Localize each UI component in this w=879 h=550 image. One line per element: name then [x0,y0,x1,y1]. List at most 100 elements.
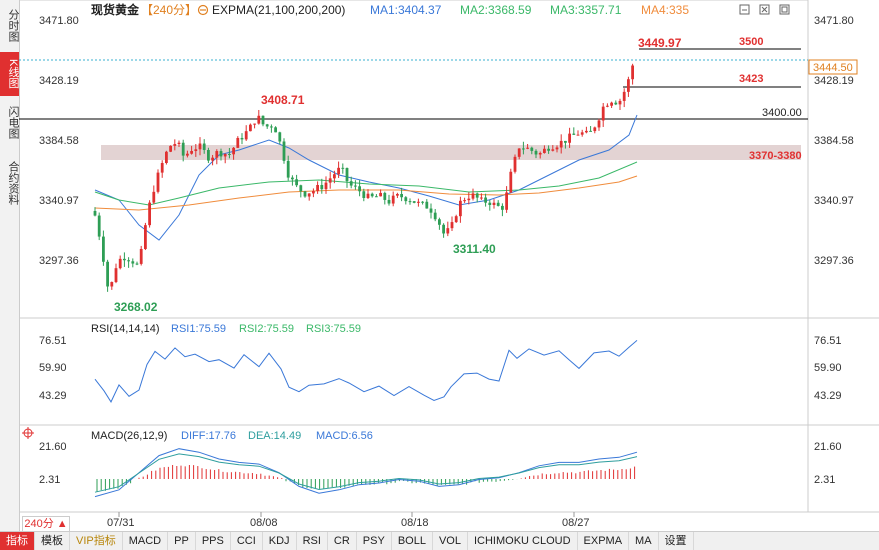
candle-body [568,133,571,143]
date-label: 08/27 [562,517,590,529]
restore-icon[interactable] [759,4,770,15]
date-label: 08/18 [401,517,429,529]
candle-body [593,127,597,132]
macd-tick: 2.31 [814,474,835,486]
bottom-tab[interactable]: VIP指标 [70,532,123,550]
candle-body [219,151,223,157]
bottom-tab[interactable]: 设置 [659,532,694,550]
candlesticks [93,63,634,292]
candle-body [463,200,466,202]
ma4-value: MA4:335 [641,3,689,17]
candle-body [131,261,135,264]
macd-value: MACD:6.56 [316,430,373,442]
bottom-tab[interactable]: CR [328,532,357,550]
level-3423-label: 3423 [739,73,763,85]
chart-area[interactable]: 现货黄金 【240分】 EXPMA(21,100,200,200) MA1:34… [18,0,879,530]
price-tick: 3297.36 [39,255,79,267]
candle-body [433,212,437,220]
candle-body [316,184,319,192]
bottom-tab[interactable]: BOLL [392,532,433,550]
date-label: 08/08 [250,517,278,529]
current-price-value: 3444.50 [813,62,853,74]
symbol-name: 现货黄金 [91,2,140,17]
price-axis: 3471.80 3428.19 3384.58 3340.97 3297.36 [814,15,854,267]
left-price-axis: 3471.80 3428.19 3384.58 3340.97 3297.36 [39,15,79,267]
candle-body [278,132,282,142]
current-price-tag [808,59,858,75]
candle-body [261,115,265,125]
rsi-tick: 59.90 [814,362,842,374]
bottom-tab[interactable]: KDJ [263,532,297,550]
bottom-tab[interactable]: MACD [123,532,169,550]
ma-line [94,175,638,211]
candle-body [160,162,164,173]
maximize-icon[interactable] [779,4,790,15]
candle-body [173,144,177,146]
rsi-title: RSI(14,14,14) [91,323,159,335]
bottom-tab[interactable]: RSI [297,532,328,550]
candle-body [202,143,206,150]
bottom-tab[interactable]: ICHIMOKU CLOUD [468,532,578,550]
candle-body [606,105,609,107]
price-tick: 3471.80 [814,15,854,27]
moving-averages [94,114,638,241]
settings-icon[interactable] [197,4,209,16]
candle-body [282,141,286,161]
candle-body [509,171,513,193]
candle-body [526,147,529,149]
minimize-icon[interactable] [739,4,750,15]
candle-body [375,196,378,198]
price-tick: 3340.97 [814,195,854,207]
candle-body [265,124,269,127]
zone-label: 3370-3380 [749,150,802,162]
candle-body [186,153,189,156]
macd-dea-line [94,453,638,493]
candle-body [228,153,231,155]
bottom-tab[interactable]: PP [168,532,196,550]
candle-body [110,282,114,287]
candle-body [257,115,261,124]
bottom-tab[interactable]: PSY [357,532,392,550]
candle-body [362,191,366,198]
candle-body [127,260,130,262]
candle-body [207,149,210,161]
tab-contract-info[interactable]: 合约资料 [7,161,19,205]
candle-body [412,201,416,203]
candle-body [408,201,412,203]
candle-body [144,225,147,249]
candle-body [589,130,592,132]
period-selector[interactable]: 240分 ▲ [22,516,70,532]
bottom-tab[interactable]: EXPMA [578,532,630,550]
bottom-tab[interactable]: VOL [433,532,468,550]
rsi2-value: RSI2:75.59 [239,323,294,335]
candle-body [123,258,126,261]
tab-k-chart[interactable]: K线图 [0,52,19,96]
candle-body [580,132,584,135]
bottom-tab[interactable]: PPS [196,532,231,550]
candle-body [450,222,454,229]
candle-body [181,142,185,156]
candle-body [169,145,172,152]
bottom-tab[interactable]: MA [629,532,659,550]
indicator-tab-bar: 指标 模板 VIP指标 MACD PP PPS CCI KDJ RSI CR PSY BOLL VOL I… [0,531,879,550]
candle-body [484,197,487,203]
candle-body [501,205,504,210]
crosshair-icon[interactable] [22,427,34,439]
candle-body [517,148,521,157]
candle-body [601,106,605,121]
candle-body [249,124,252,132]
candle-body [370,193,374,197]
bottom-tab[interactable]: 模板 [35,532,70,550]
candle-body [358,186,361,192]
bottom-tab[interactable]: 指标 [0,532,35,550]
tab-time-chart[interactable]: 分时图 [7,8,19,42]
price-tick: 3297.36 [814,255,854,267]
tab-flash-chart[interactable]: 闪电图 [7,105,19,139]
peak-annotation: 3449.97 [638,36,682,50]
candle-body [244,131,248,140]
candle-body [387,199,391,204]
candle-body [223,153,227,157]
candle-body [190,151,193,154]
bottom-tab[interactable]: CCI [231,532,263,550]
indicator-label: EXPMA(21,100,200,200) [212,3,345,17]
